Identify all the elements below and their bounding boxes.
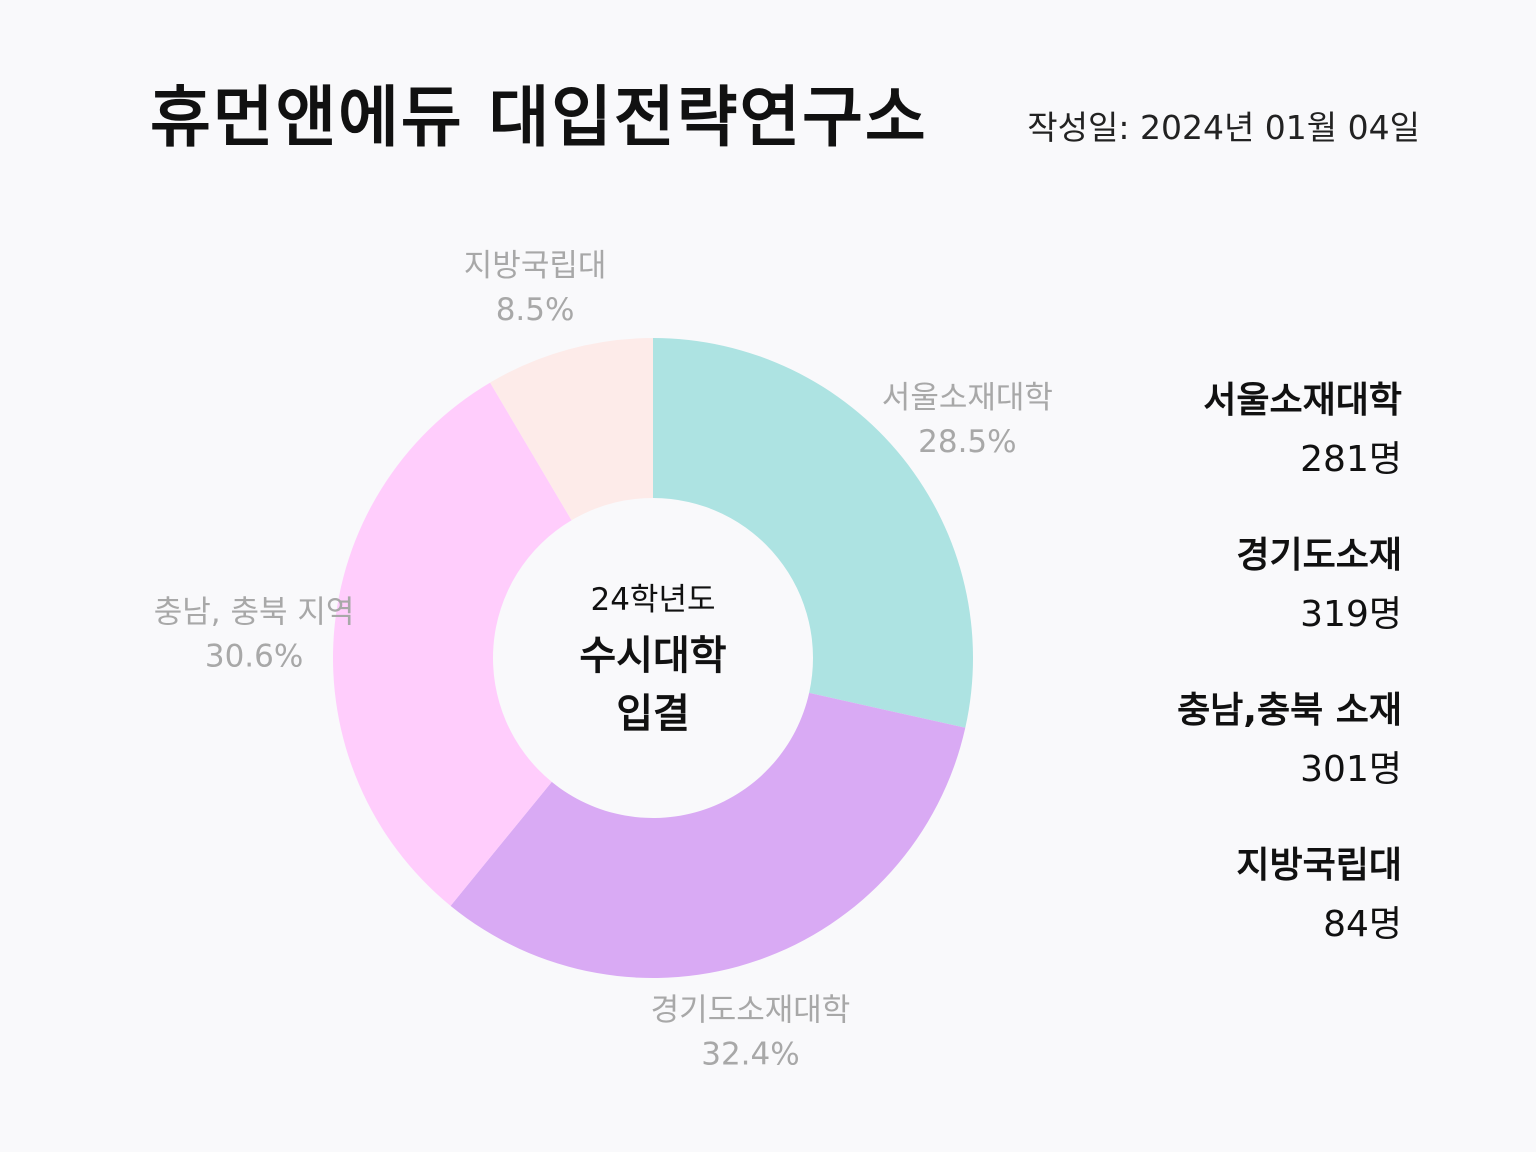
legend-item-name: 지방국립대 <box>1236 845 1402 886</box>
chart-center-title-line2: 입결 <box>616 691 690 737</box>
chart-center-title-line1: 수시대학 <box>579 633 727 679</box>
donut-slice <box>333 382 572 906</box>
legend-item-count: 281명 <box>1300 439 1402 480</box>
chart-center-subtitle: 24학년도 <box>590 582 716 618</box>
legend-item-count: 301명 <box>1300 749 1402 790</box>
chart-center-title: 수시대학 입결 <box>495 627 811 743</box>
slice-label-value: 32.4% <box>701 1037 799 1073</box>
legend-item-name: 서울소재대학 <box>1203 380 1402 421</box>
slice-label-name: 서울소재대학 <box>882 380 1053 416</box>
legend: 서울소재대학 281명 경기도소재 319명 충남,충북 소재 301명 지방국… <box>1082 378 1402 998</box>
slice-label-value: 8.5% <box>496 292 575 328</box>
slice-label-name: 충남, 충북 지역 <box>154 595 355 631</box>
page-title: 휴먼앤에듀 대입전략연구소 <box>150 79 928 156</box>
legend-item: 충남,충북 소재 301명 <box>1082 688 1402 843</box>
slice-label-value: 28.5% <box>918 424 1016 460</box>
legend-item-name: 충남,충북 소재 <box>1177 690 1402 731</box>
legend-item: 지방국립대 84명 <box>1082 843 1402 998</box>
donut-slice <box>450 692 966 978</box>
created-date: 작성일: 2024년 01월 04일 <box>1027 108 1420 147</box>
legend-item-name: 경기도소재 <box>1236 535 1402 576</box>
donut-slice <box>653 338 973 728</box>
slice-label-name: 경기도소재대학 <box>651 993 851 1029</box>
legend-item-count: 84명 <box>1323 904 1402 945</box>
legend-item-count: 319명 <box>1300 594 1402 635</box>
slice-label-name: 지방국립대 <box>464 248 607 284</box>
donut-slice <box>490 338 653 521</box>
legend-item: 서울소재대학 281명 <box>1082 378 1402 533</box>
legend-item: 경기도소재 319명 <box>1082 533 1402 688</box>
slice-label-value: 30.6% <box>205 639 303 675</box>
